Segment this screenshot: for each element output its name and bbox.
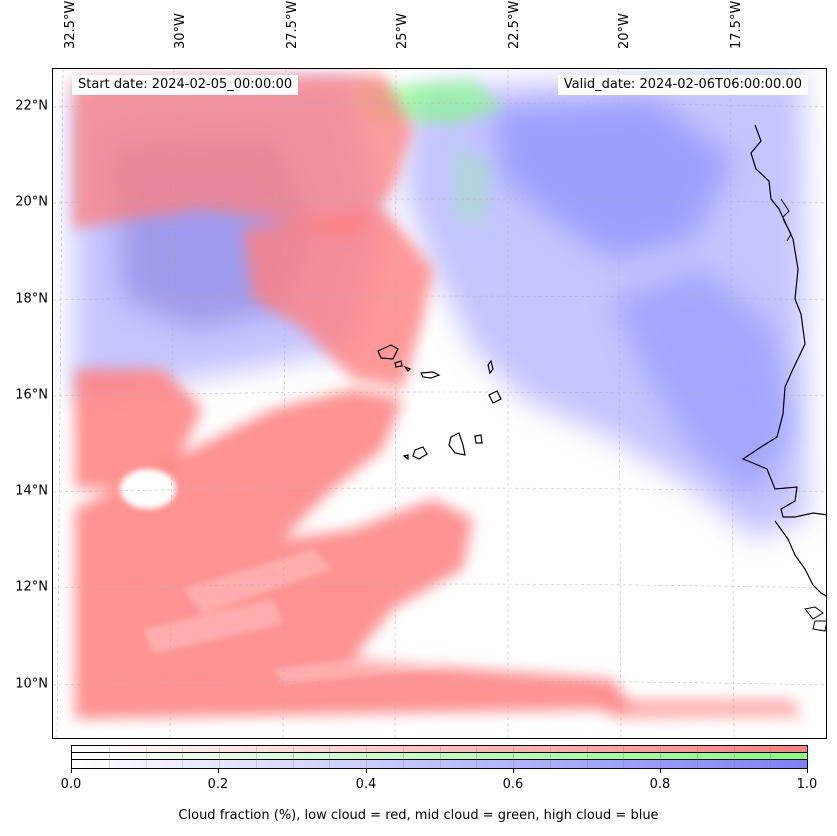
africa-coast-notch	[780, 198, 792, 242]
island-boa-vista	[488, 390, 502, 404]
colorbar-tick-5	[807, 769, 808, 773]
lat-label-18n: 18°N	[15, 291, 48, 307]
parallel-10n	[53, 680, 826, 686]
lon-label-22-5w: 22.5°W	[507, 0, 522, 49]
island-sal	[487, 359, 494, 375]
island-maio	[474, 434, 483, 444]
cloud-fraction-map	[52, 68, 827, 739]
lon-label-17-5w: 17.5°W	[729, 0, 744, 49]
lat-label-12n: 12°N	[15, 579, 48, 595]
colorbar-tick-0	[71, 769, 72, 773]
africa-coastline	[741, 124, 826, 518]
island-sao-vicente	[394, 360, 403, 368]
meridian-20w	[617, 69, 622, 738]
colorbar-tick-2	[366, 769, 367, 773]
low-cloud-west-strip	[75, 369, 203, 489]
colorbar-level-divider	[513, 746, 514, 768]
colorbar-ticklabel-5: 1.0	[796, 777, 818, 792]
low-cloud-streaks	[143, 549, 443, 684]
island-fogo	[412, 446, 428, 460]
colorbar-level-divider	[586, 746, 588, 768]
colorbar-level-divider	[108, 746, 110, 768]
lat-label-20n: 20°N	[15, 194, 48, 210]
colorbar-low-cloud	[72, 746, 807, 753]
africa-coast-south	[774, 520, 826, 597]
meridian-25w	[394, 69, 397, 738]
colorbar-level-divider	[329, 746, 331, 768]
island-santo-antao	[377, 344, 399, 360]
colorbar-level-divider	[623, 746, 625, 768]
lat-label-22n: 22°N	[15, 98, 48, 114]
colorbar-level-divider	[476, 746, 478, 768]
colorbar-level-divider	[696, 746, 698, 768]
colorbar-level-divider	[145, 746, 147, 768]
parallel-20n	[53, 198, 826, 204]
streak-3	[273, 649, 443, 684]
colorbar-level-divider	[439, 746, 441, 768]
colorbar-level-divider	[255, 746, 257, 768]
parallel-12n	[53, 583, 826, 589]
lon-label-30w: 30°W	[173, 13, 188, 49]
meridian-17-5w	[729, 69, 735, 738]
colorbar-level-divider	[770, 746, 772, 768]
lat-label-16n: 16°N	[15, 387, 48, 403]
colorbar-ticklabel-4: 0.8	[649, 777, 671, 792]
colorbar-level-divider	[292, 746, 294, 768]
colorbar-mid-cloud	[72, 753, 807, 760]
colorbar-tick-1	[218, 769, 219, 773]
colorbar	[71, 745, 808, 769]
lon-label-20w: 20°W	[617, 13, 632, 49]
colorbar-ticklabel-2: 0.4	[355, 777, 377, 792]
meridian-27-5w	[282, 69, 287, 738]
meridian-30w	[169, 69, 175, 738]
clear-patch	[120, 469, 176, 509]
lon-label-25w: 25°W	[395, 13, 410, 49]
parallel-18n	[53, 295, 826, 301]
low-cloud-south-streak	[593, 699, 803, 719]
colorbar-tick-4	[660, 769, 661, 773]
parallel-16n	[53, 391, 826, 397]
high-cloud-band-east	[613, 269, 793, 499]
streak-2	[143, 599, 283, 654]
start-date-label: Start date: 2024-02-05_00:00:00	[72, 75, 299, 95]
colorbar-tick-3	[513, 769, 514, 773]
island-brava	[402, 454, 409, 461]
colorbar-caption: Cloud fraction (%), low cloud = red, mid…	[178, 808, 659, 823]
lon-label-27-5w: 27.5°W	[285, 0, 300, 49]
lat-label-10n: 10°N	[15, 676, 48, 692]
bissau-islands	[804, 606, 826, 632]
parallel-22n	[53, 102, 826, 108]
high-cloud-core-north	[493, 99, 733, 259]
lat-label-14n: 14°N	[15, 483, 48, 499]
low-cloud-north-west	[73, 74, 413, 239]
colorbar-level-divider	[549, 746, 551, 768]
island-santa-luzia	[403, 365, 412, 372]
colorbar-level-divider	[402, 746, 404, 768]
valid-date-label: Valid_date: 2024-02-06T06:00:00.00	[557, 75, 808, 95]
colorbar-level-divider	[182, 746, 184, 768]
island-santiago	[448, 432, 466, 456]
colorbar-ticklabel-0: 0.0	[60, 777, 82, 792]
parallel-14n	[53, 487, 826, 493]
mid-cloud-faint	[453, 149, 493, 229]
colorbar-level-divider	[733, 746, 735, 768]
colorbar-level-divider	[219, 746, 220, 768]
low-cloud-central-tongue	[243, 209, 433, 389]
streak-1	[183, 549, 333, 614]
meridian-32-5w	[56, 69, 64, 738]
map-canvas	[53, 69, 826, 738]
graticule	[53, 69, 826, 738]
colorbar-ticklabel-1: 0.2	[207, 777, 229, 792]
colorbar-level-divider	[660, 746, 661, 768]
cape-verde-islands	[377, 344, 502, 461]
colorbar-level-divider	[366, 746, 367, 768]
colorbar-high-cloud	[72, 760, 807, 768]
island-sao-nicolau	[420, 371, 441, 379]
colorbar-ticklabel-3: 0.6	[502, 777, 524, 792]
lon-label-32-5w: 32.5°W	[63, 0, 78, 49]
